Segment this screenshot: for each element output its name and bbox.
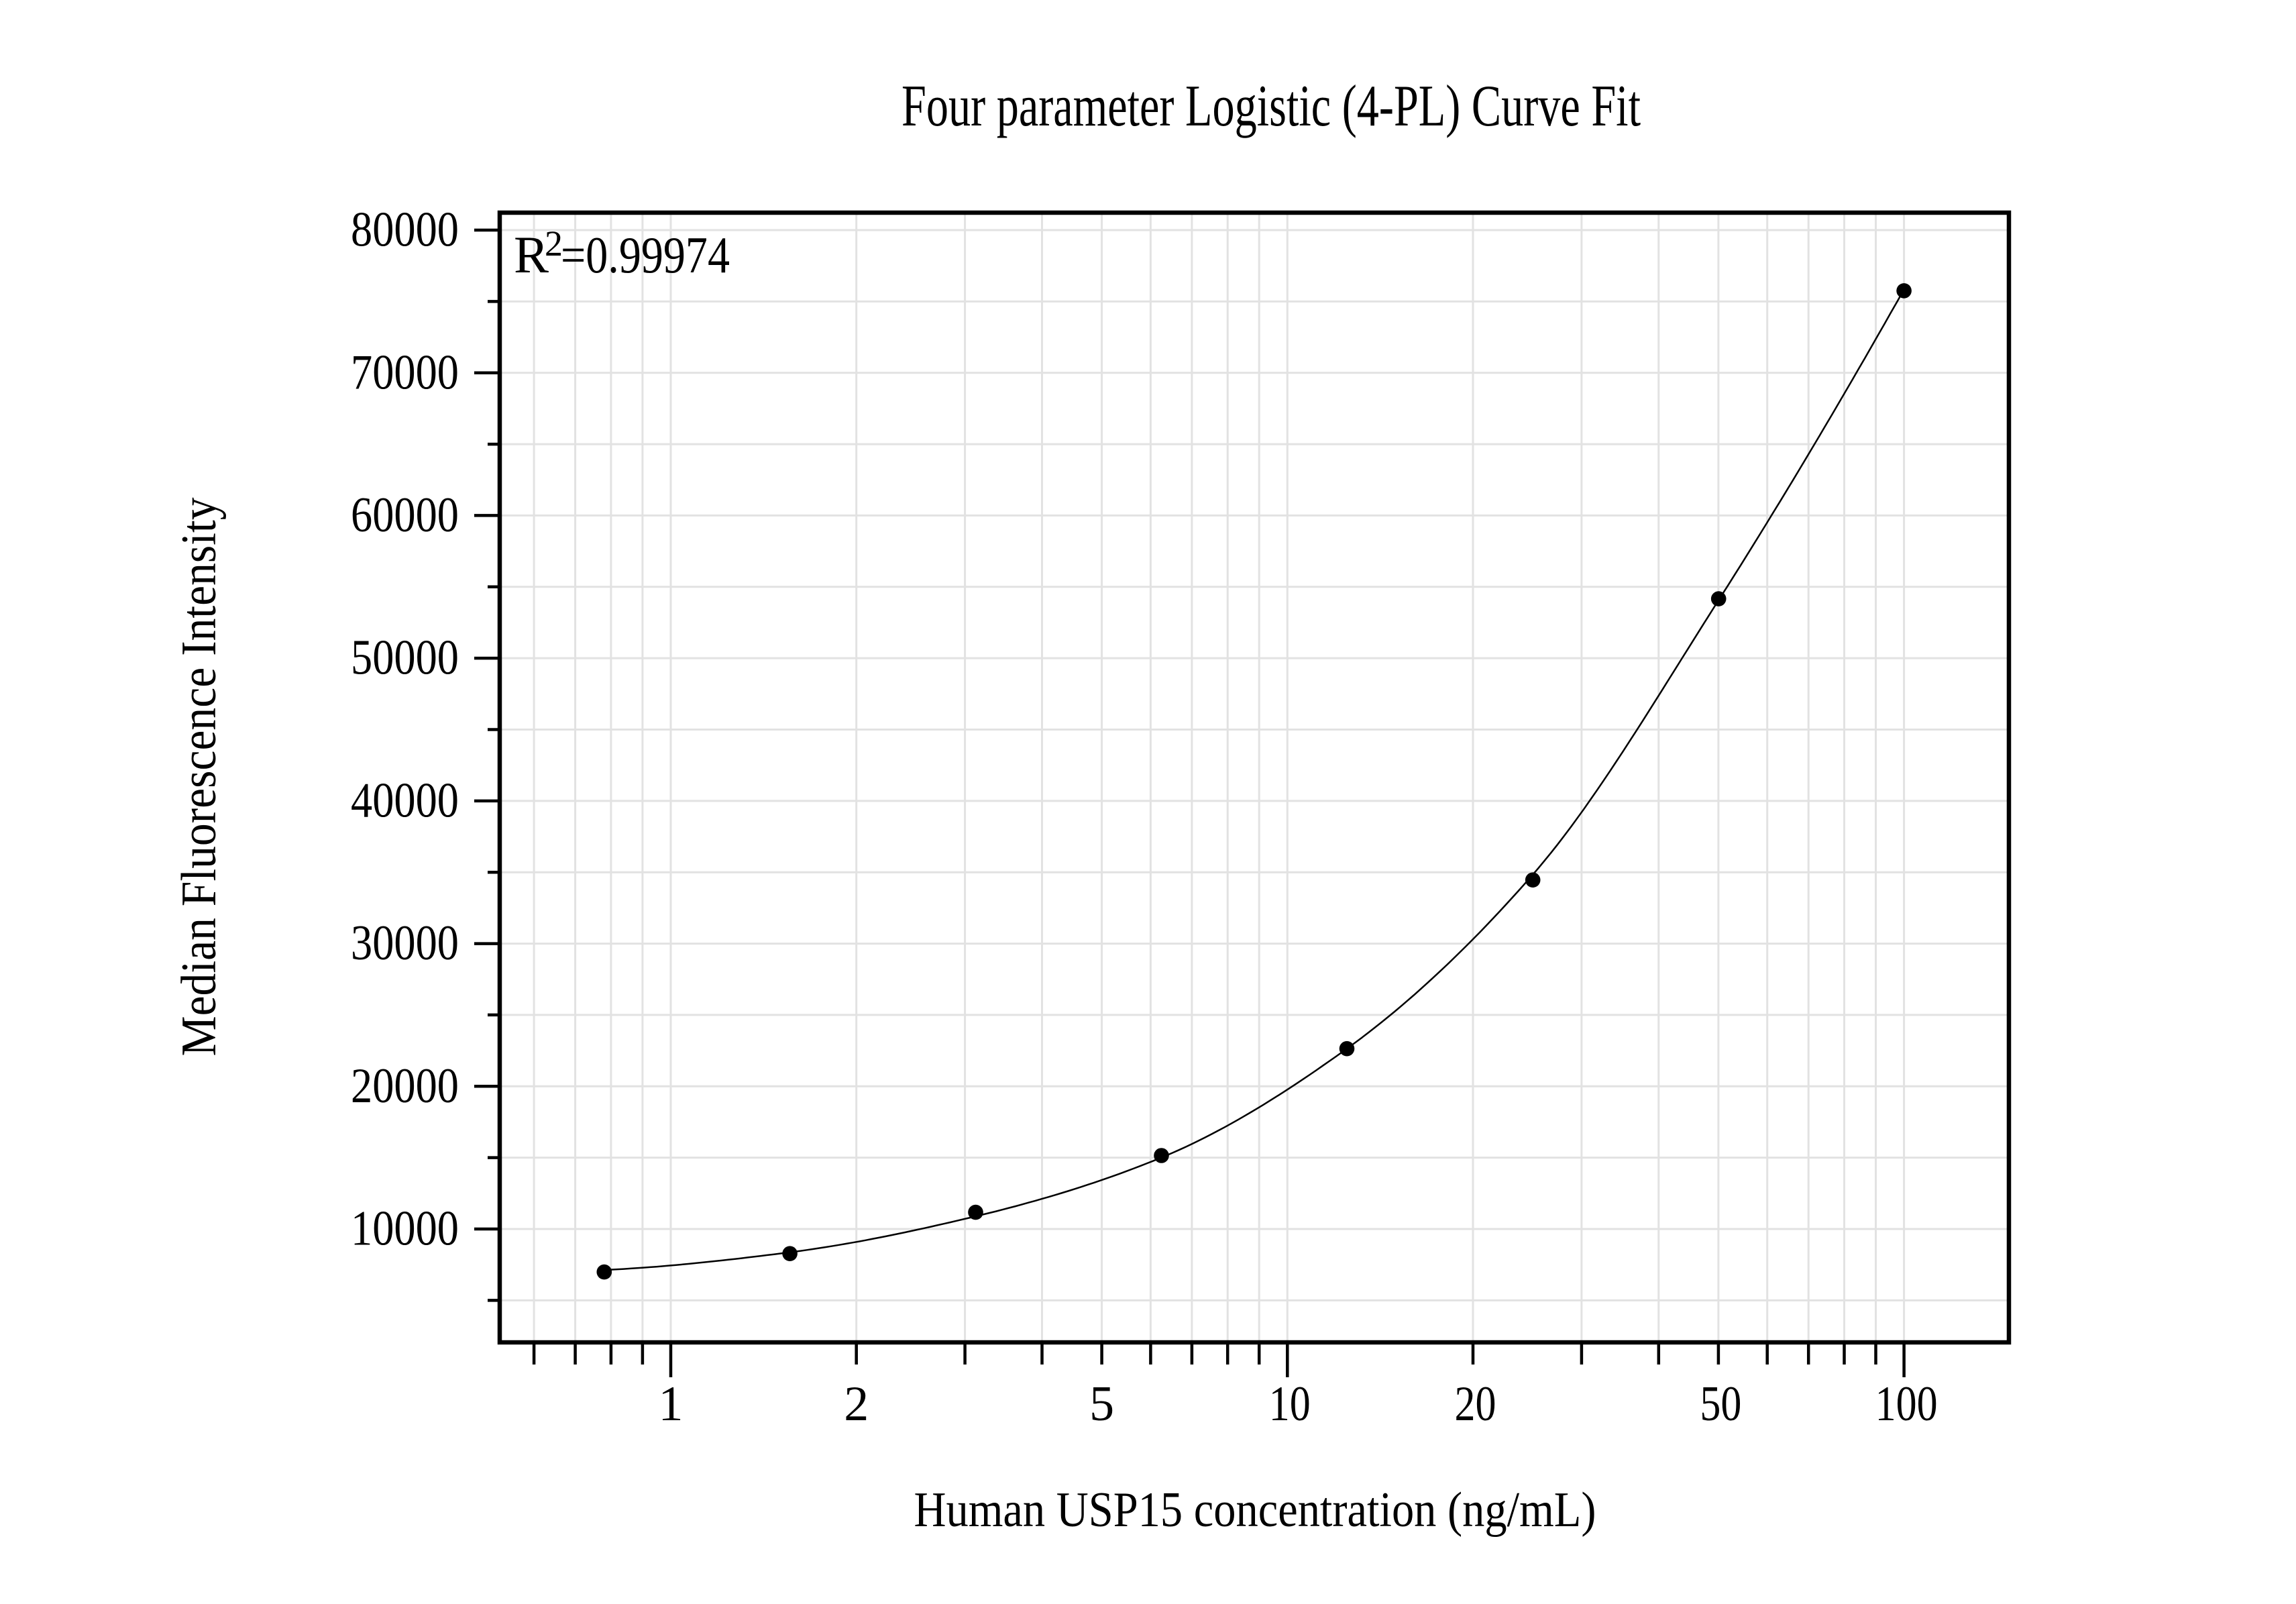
svg-text:80000: 80000 (351, 203, 459, 258)
svg-text:40000: 40000 (351, 773, 459, 828)
svg-text:2: 2 (844, 1377, 869, 1432)
svg-text:10: 10 (1269, 1377, 1311, 1432)
svg-text:5: 5 (1089, 1377, 1114, 1432)
svg-text:Four parameter Logistic (4-PL): Four parameter Logistic (4-PL) Curve Fit (901, 74, 1641, 139)
svg-text:50000: 50000 (351, 631, 459, 686)
svg-text:20: 20 (1455, 1377, 1496, 1432)
svg-text:70000: 70000 (351, 345, 459, 400)
svg-text:R: R (514, 225, 549, 284)
svg-text:50: 50 (1700, 1377, 1741, 1432)
svg-text:=0.99974: =0.99974 (561, 226, 730, 284)
svg-text:2: 2 (545, 223, 563, 264)
svg-text:Human USP15 concentration (ng/: Human USP15 concentration (ng/mL) (914, 1483, 1596, 1538)
svg-text:20000: 20000 (351, 1059, 459, 1114)
svg-text:10000: 10000 (351, 1201, 459, 1257)
svg-text:100: 100 (1875, 1377, 1938, 1432)
svg-text:60000: 60000 (351, 488, 459, 543)
svg-text:Median Fluorescence Intensity: Median Fluorescence Intensity (172, 498, 227, 1057)
svg-text:1: 1 (659, 1377, 684, 1432)
svg-text:30000: 30000 (351, 916, 459, 971)
